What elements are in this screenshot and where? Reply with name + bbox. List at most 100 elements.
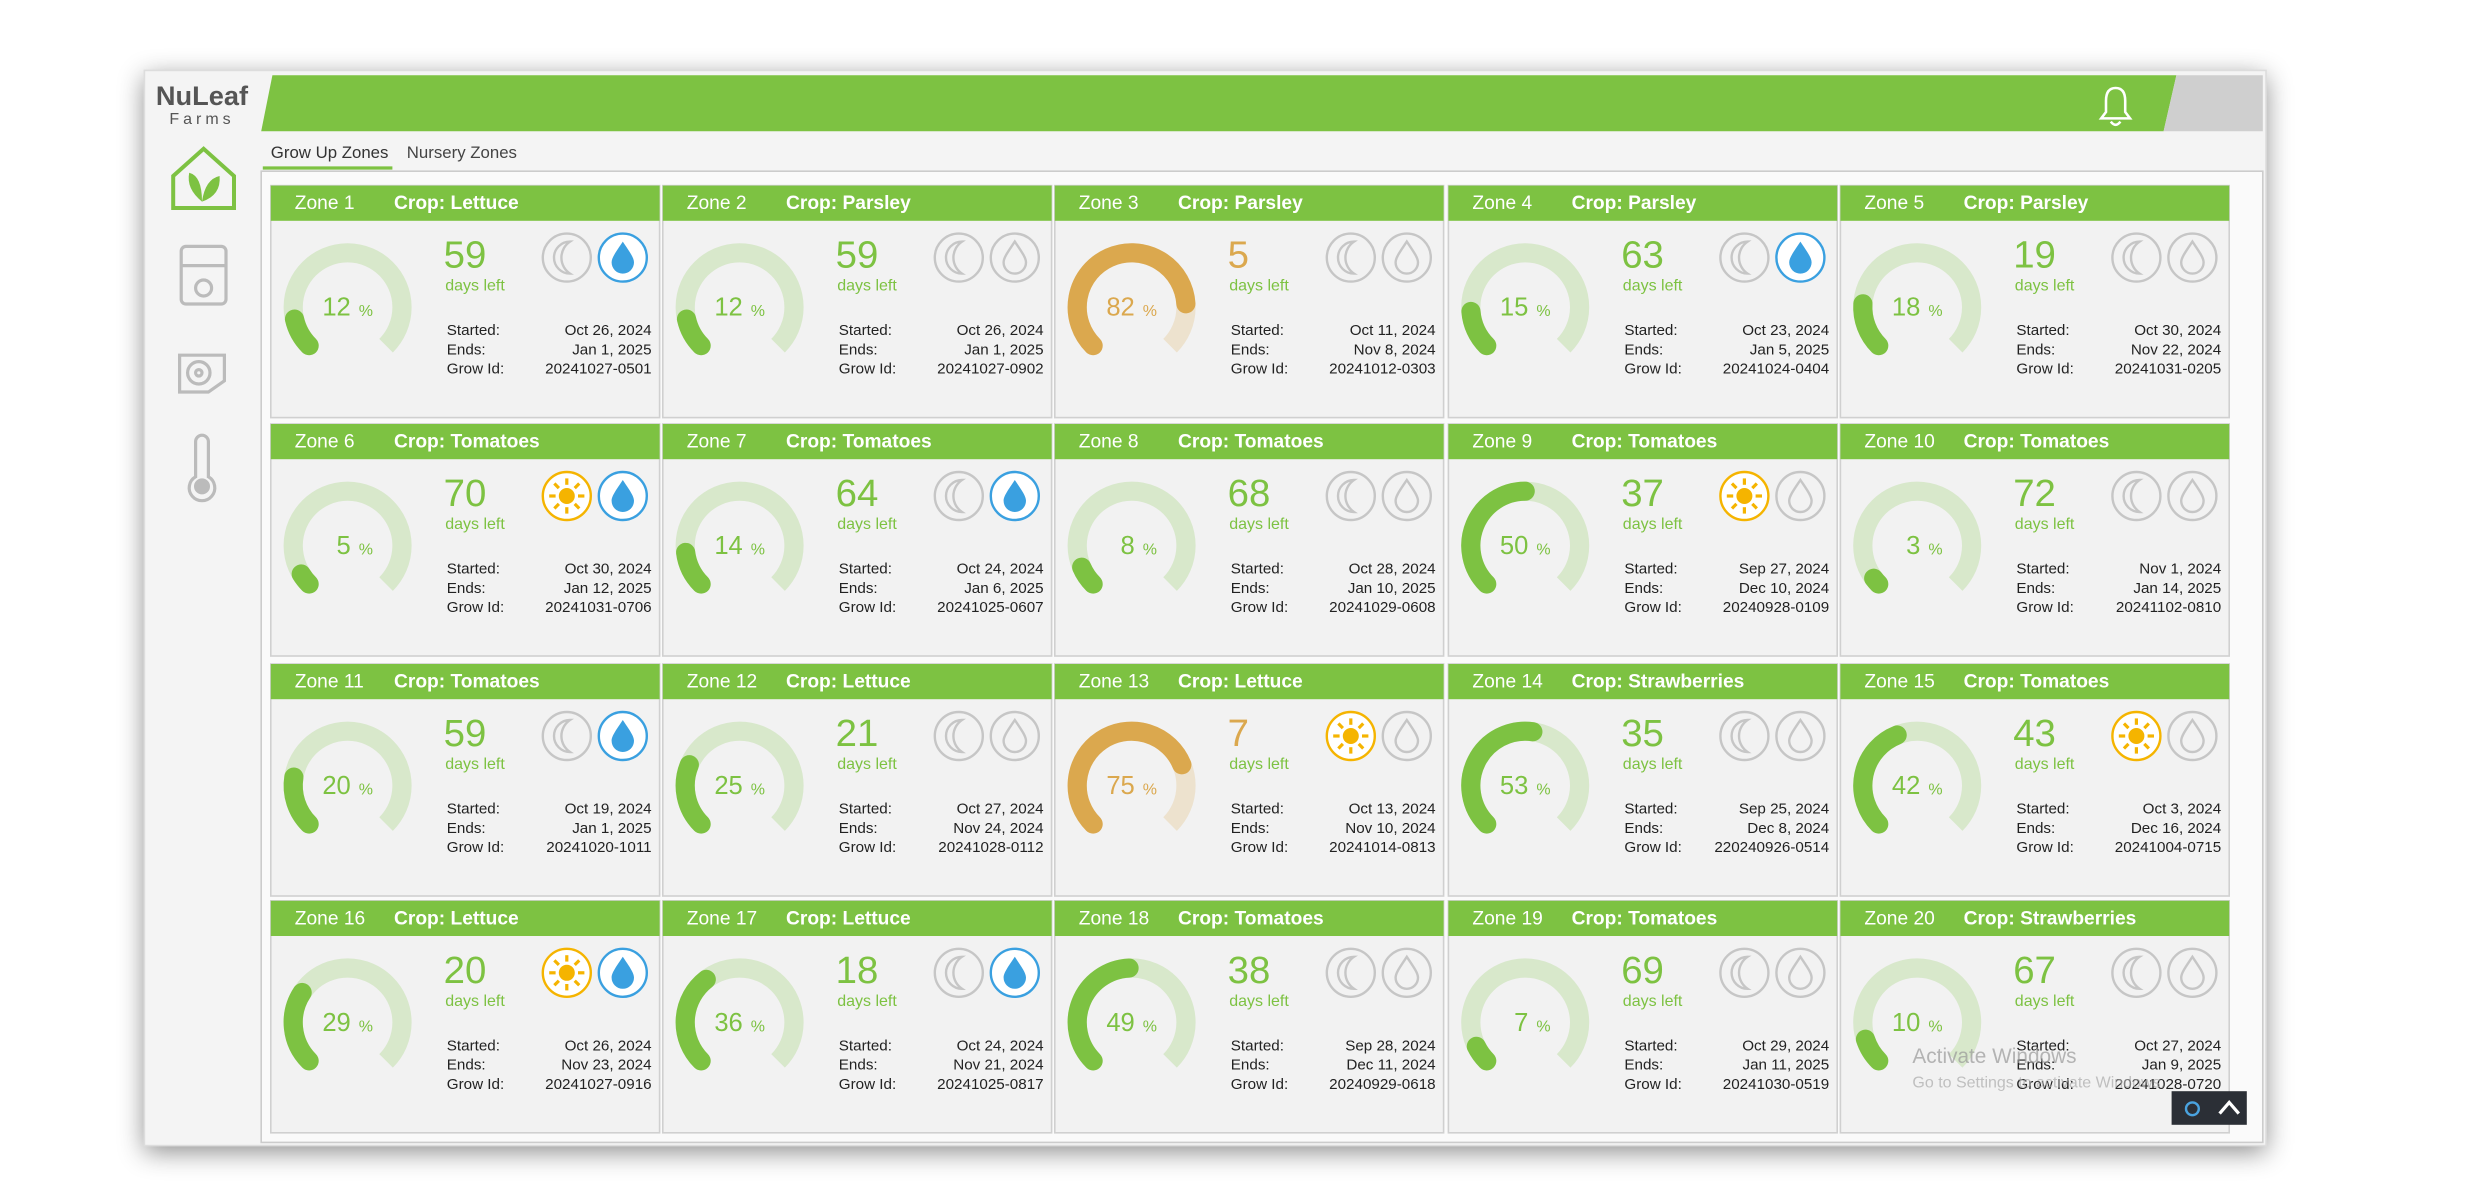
info-label: Started:	[839, 801, 892, 818]
gauge-percent: 12	[714, 294, 742, 322]
nav-temperature[interactable]	[187, 433, 217, 503]
card-header	[1448, 900, 1838, 936]
info-label: Ends:	[447, 1057, 486, 1074]
drop	[1394, 717, 1420, 754]
days-left-count: 67	[2013, 949, 2056, 992]
info-label: Ends:	[447, 341, 486, 358]
icon-ring	[1775, 710, 1826, 762]
info-value: 20241031-0706	[545, 599, 651, 616]
days-left-count: 5	[1228, 234, 1249, 277]
icon-ring	[2167, 947, 2218, 999]
drop	[611, 956, 634, 989]
gauge-percent: 7	[1514, 1009, 1528, 1037]
tab[interactable]: Nursery Zones	[407, 143, 517, 162]
info-label: Ends:	[839, 820, 878, 837]
gauge-track	[1461, 958, 1590, 1068]
info-label: Started:	[2016, 322, 2069, 339]
zone-name: Zone 2	[687, 193, 747, 214]
crop-name: Crop: Tomatoes	[394, 671, 540, 692]
icon-ring	[541, 710, 592, 762]
info-label: Started:	[1231, 801, 1284, 818]
info-label: Grow Id:	[447, 599, 504, 616]
zone-name: Zone 11	[295, 671, 364, 692]
icon-ring	[2167, 470, 2218, 522]
info-label: Ends:	[1624, 1057, 1663, 1074]
info-label: Started:	[447, 801, 500, 818]
icon-ring	[933, 710, 985, 762]
light-status-icon	[2111, 470, 2162, 522]
card-body	[1839, 900, 2230, 1134]
crop-name: Crop: Strawberries	[1964, 908, 2137, 929]
gauge-unit: %	[1928, 1018, 1942, 1035]
gauge-fill	[1466, 1036, 1497, 1071]
info-label: Grow Id:	[2016, 361, 2073, 378]
icon-ring	[2111, 947, 2162, 999]
info-value: Jan 11, 2025	[1742, 1057, 1829, 1074]
info-label: Ends:	[1624, 580, 1663, 597]
zone-name: Zone 3	[1079, 193, 1139, 214]
gauge-fill	[675, 969, 716, 1071]
info-label: Started:	[839, 322, 892, 339]
days-left-label: days left	[837, 516, 897, 533]
card-body	[1839, 423, 2230, 657]
drop	[2179, 954, 2205, 990]
sun-ray	[573, 979, 581, 987]
icon-ring	[1719, 232, 1770, 283]
gauge-unit: %	[751, 303, 765, 320]
card-body	[662, 184, 1053, 419]
zone-name: Zone 20	[1864, 908, 1934, 929]
drop	[2179, 717, 2205, 754]
info-value: Sep 25, 2024	[1739, 801, 1829, 818]
days-left-label: days left	[2015, 993, 2075, 1010]
nav-home[interactable]	[171, 146, 237, 210]
tab[interactable]: Grow Up Zones	[271, 143, 389, 162]
card-header	[662, 424, 1052, 460]
info-value: Oct 11, 2024	[1350, 322, 1436, 339]
info-label: Started:	[447, 561, 500, 578]
nav-fan[interactable]	[178, 353, 227, 394]
days-left-label: days left	[837, 756, 897, 773]
water-status-icon	[989, 947, 1040, 999]
nav-equipment[interactable]	[179, 244, 228, 306]
card-header	[1054, 664, 1444, 700]
drop	[1787, 477, 1813, 514]
card-header	[270, 664, 660, 700]
info-label: Started:	[1624, 322, 1677, 339]
info-value: Nov 22, 2024	[2131, 341, 2221, 358]
drop	[1787, 954, 1813, 990]
water-status-icon	[989, 232, 1040, 283]
bell-icon[interactable]	[2098, 86, 2133, 127]
gauge-percent: 12	[322, 294, 350, 322]
days-left-count: 43	[2013, 712, 2056, 755]
gauge-percent: 10	[1892, 1009, 1920, 1037]
water-status-icon	[597, 947, 649, 999]
days-left-count: 68	[1228, 472, 1271, 515]
info-value: 20241102-0810	[2116, 599, 2221, 616]
crop-name: Crop: Tomatoes	[394, 431, 540, 452]
card-body	[1054, 900, 1445, 1134]
info-value: Jan 6, 2025	[964, 580, 1043, 597]
card-header	[1054, 185, 1444, 221]
moon	[1730, 955, 1752, 991]
card-body	[662, 663, 1053, 897]
card-header	[1448, 424, 1838, 460]
days-left-count: 59	[836, 234, 879, 277]
info-label: Grow Id:	[1624, 839, 1681, 856]
card-body	[662, 900, 1053, 1134]
drop	[1394, 477, 1420, 514]
info-label: Ends:	[1231, 341, 1270, 358]
icon-ring	[1775, 470, 1826, 522]
info-label: Grow Id:	[2016, 1076, 2073, 1093]
gauge-unit: %	[1928, 303, 1942, 320]
corner-buttons[interactable]	[2171, 1091, 2247, 1125]
sun-core	[1342, 728, 1359, 744]
sun-ray	[573, 959, 581, 967]
gauge-track	[1067, 481, 1196, 591]
zone-name: Zone 17	[687, 908, 757, 929]
gauge-percent: 5	[337, 532, 351, 560]
